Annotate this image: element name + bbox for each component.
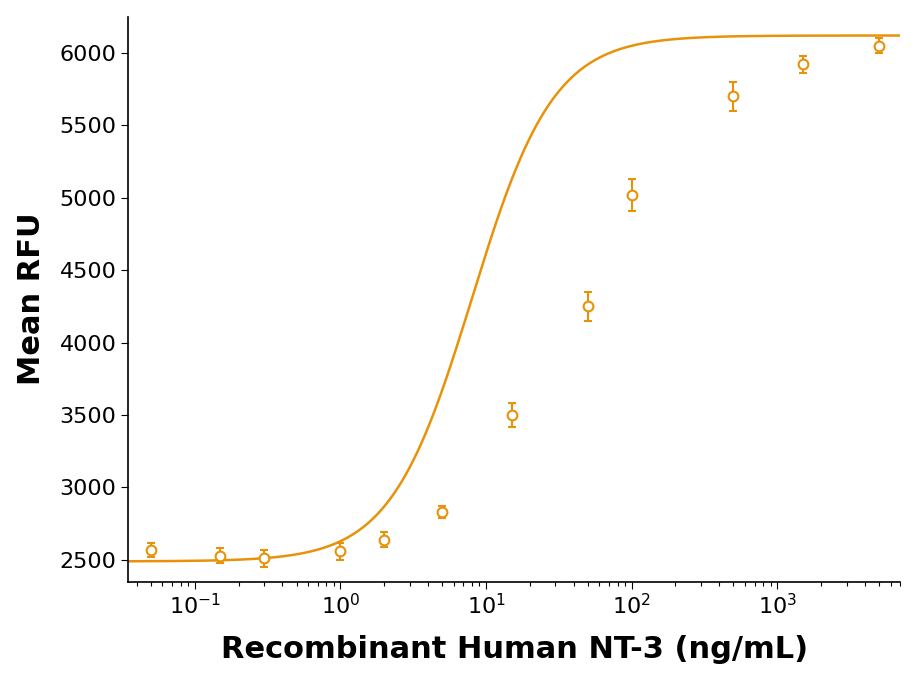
X-axis label: Recombinant Human NT-3 (ng/mL): Recombinant Human NT-3 (ng/mL) — [221, 635, 808, 665]
Y-axis label: Mean RFU: Mean RFU — [17, 213, 46, 385]
